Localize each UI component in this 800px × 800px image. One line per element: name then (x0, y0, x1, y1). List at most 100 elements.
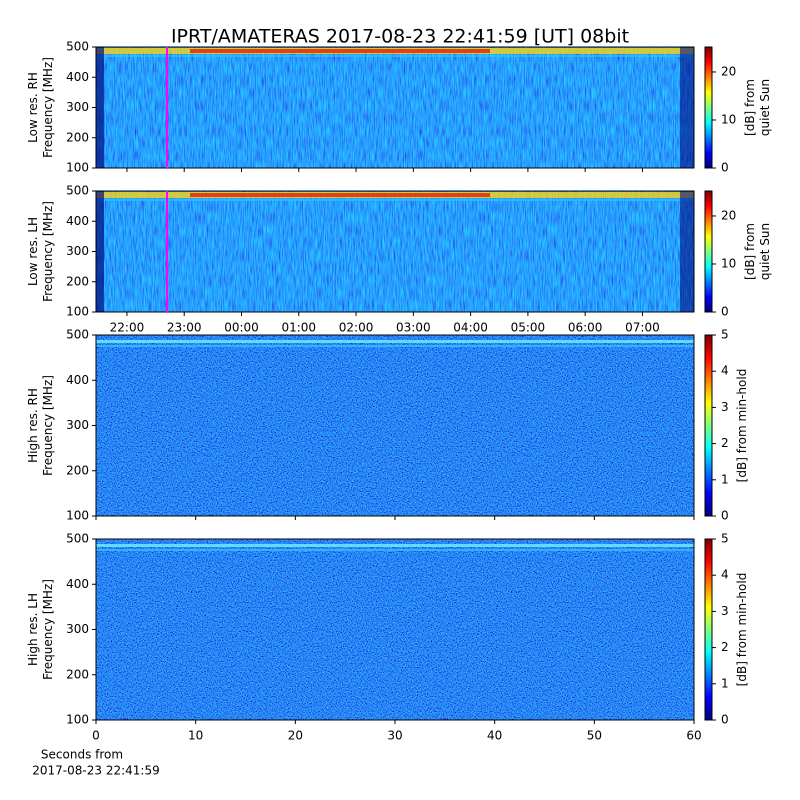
colorbar-label-line: [dB] from (743, 79, 757, 136)
y-tick-label: 300 (66, 244, 89, 258)
y-axis-label-line: High res. LH (26, 593, 40, 666)
x-tick-label: 06:00 (568, 321, 603, 335)
y-tick-label: 200 (66, 667, 89, 681)
y-axis-label: Low res. RHFrequency [MHz] (26, 57, 55, 158)
colorbar (704, 46, 713, 169)
colorbar-tick-label: 0 (721, 509, 729, 523)
y-tick-label: 400 (66, 577, 89, 591)
colorbar-tick-label: 2 (721, 640, 729, 654)
colorbar-tick-label: 10 (721, 256, 736, 270)
y-axis-label: Low res. LHFrequency [MHz] (26, 201, 55, 302)
band-strip (96, 544, 694, 547)
colorbar-label: [dB] from min-hold (735, 573, 749, 687)
y-axis-label-line: High res. RH (26, 388, 40, 463)
y-tick-label: 500 (66, 328, 89, 342)
colorbar-tick-label: 1 (721, 472, 729, 486)
colorbar (704, 190, 713, 313)
band-strip (190, 49, 490, 53)
colorbar-label: [dB] fromquiet Sun (743, 79, 772, 136)
colorbar-tick-label: 3 (721, 400, 729, 414)
y-tick-label: 300 (66, 100, 89, 114)
spectrogram-image (96, 191, 694, 312)
colorbar-tick-label: 4 (721, 568, 729, 582)
edge-strip (96, 191, 104, 312)
figure-title: IPRT/AMATERAS 2017-08-23 22:41:59 [UT] 0… (171, 26, 629, 48)
colorbar-label-line: [dB] from min-hold (735, 369, 749, 483)
y-axis-label: High res. LHFrequency [MHz] (26, 579, 55, 680)
y-tick-label: 400 (66, 214, 89, 228)
colorbar-label-line: quiet Sun (758, 223, 772, 280)
y-tick-label: 100 (66, 509, 89, 523)
x-tick-label: 10 (188, 729, 203, 743)
x-tick-label: 00:00 (224, 321, 259, 335)
y-tick-label: 100 (66, 305, 89, 319)
y-axis-label: High res. RHFrequency [MHz] (26, 375, 55, 476)
x-tick-label: 23:00 (167, 321, 202, 335)
colorbar-label-line: [dB] from (743, 223, 757, 280)
x-tick-label: 01:00 (281, 321, 316, 335)
band-strip (96, 55, 694, 57)
y-tick-label: 300 (66, 418, 89, 432)
x-tick-label: 40 (487, 729, 502, 743)
colorbar-tick-label: 5 (721, 532, 729, 546)
y-axis-label-line: Low res. RH (26, 72, 40, 143)
y-axis-label-line: Frequency [MHz] (41, 579, 55, 680)
colorbar-tick-label: 3 (721, 604, 729, 618)
y-tick-label: 100 (66, 161, 89, 175)
colorbar-tick-label: 0 (721, 161, 729, 175)
band-strip (96, 549, 694, 551)
x-tick-label: 22:00 (110, 321, 145, 335)
x-tick-label: 03:00 (396, 321, 431, 335)
y-tick-label: 400 (66, 70, 89, 84)
x-tick-label: 50 (587, 729, 602, 743)
y-tick-label: 500 (66, 532, 89, 546)
band-strip (96, 345, 694, 347)
y-tick-label: 500 (66, 184, 89, 198)
y-tick-label: 200 (66, 463, 89, 477)
y-tick-label: 200 (66, 274, 89, 288)
colorbar-tick-label: 1 (721, 676, 729, 690)
x-tick-label: 05:00 (511, 321, 546, 335)
y-tick-label: 200 (66, 130, 89, 144)
colorbar (704, 538, 713, 721)
colorbar-tick-label: 2 (721, 436, 729, 450)
y-tick-label: 100 (66, 713, 89, 727)
colorbar-label-line: [dB] from min-hold (735, 573, 749, 687)
colorbar (704, 334, 713, 517)
y-axis-label-line: Frequency [MHz] (41, 375, 55, 476)
spectrogram-image (96, 47, 694, 168)
colorbar-tick-label: 10 (721, 112, 736, 126)
colorbar-label-line: quiet Sun (758, 79, 772, 136)
colorbar-label: [dB] from min-hold (735, 369, 749, 483)
x-axis-label: Seconds from (41, 748, 123, 762)
colorbar-label: [dB] fromquiet Sun (743, 223, 772, 280)
band-strip (190, 193, 490, 197)
colorbar-tick-label: 0 (721, 713, 729, 727)
colorbar-tick-label: 0 (721, 305, 729, 319)
x-tick-label: 60 (686, 729, 701, 743)
x-tick-label: 0 (92, 729, 100, 743)
colorbar-tick-label: 20 (721, 64, 736, 78)
colorbar-tick-label: 4 (721, 364, 729, 378)
x-tick-label: 04:00 (453, 321, 488, 335)
x-tick-label: 30 (387, 729, 402, 743)
edge-strip (96, 47, 104, 168)
y-tick-label: 400 (66, 373, 89, 387)
colorbar-tick-label: 20 (721, 208, 736, 222)
colorbar-tick-label: 5 (721, 328, 729, 342)
y-axis-label-line: Frequency [MHz] (41, 201, 55, 302)
x-tick-label: 20 (288, 729, 303, 743)
y-axis-label-line: Frequency [MHz] (41, 57, 55, 158)
x-tick-label: 02:00 (339, 321, 374, 335)
band-strip (96, 340, 694, 343)
y-tick-label: 300 (66, 622, 89, 636)
y-axis-label-line: Low res. LH (26, 217, 40, 286)
spectrogram-image (96, 335, 694, 516)
band-strip (96, 199, 694, 201)
y-tick-label: 500 (66, 40, 89, 54)
x-axis-label: 2017-08-23 22:41:59 (32, 764, 159, 778)
edge-strip (680, 47, 694, 168)
x-tick-label: 07:00 (625, 321, 660, 335)
spectrogram-image (96, 539, 694, 720)
